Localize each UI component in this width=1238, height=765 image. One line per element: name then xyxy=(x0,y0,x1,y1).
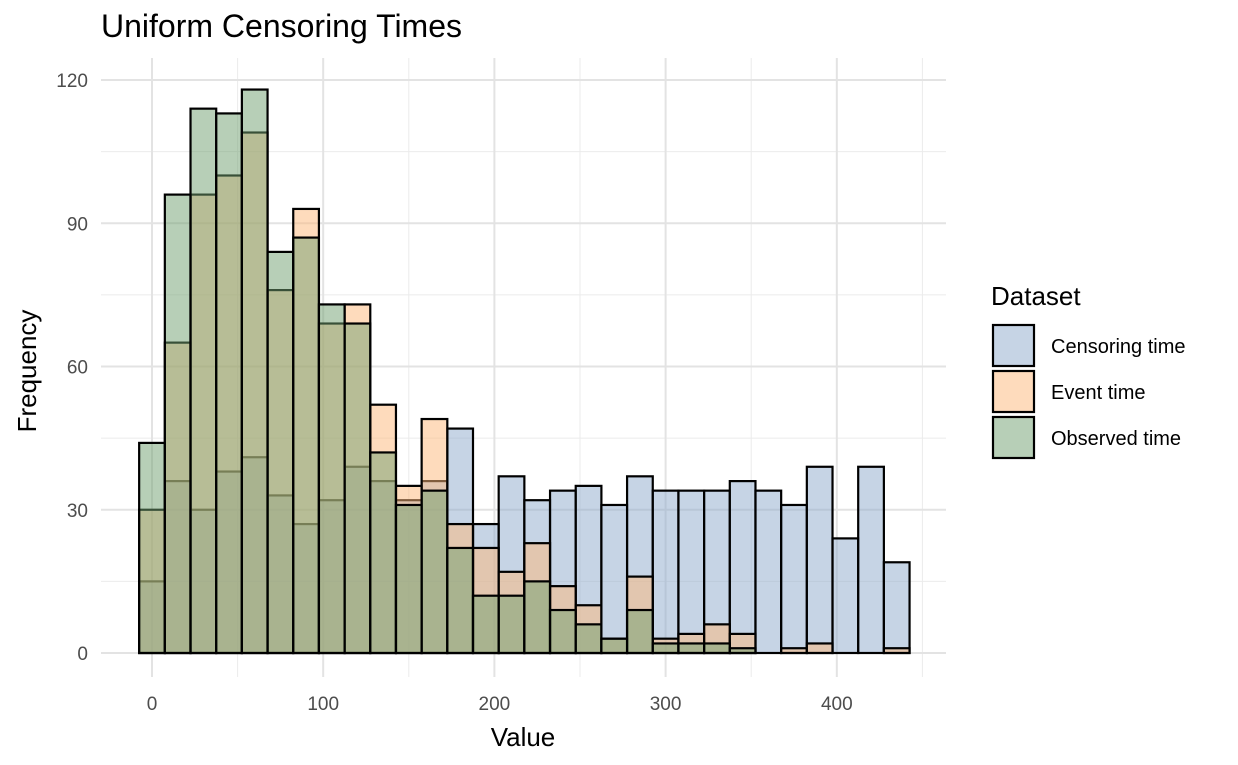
legend-swatch xyxy=(991,323,1036,368)
bar xyxy=(677,642,706,655)
bar xyxy=(523,580,552,655)
bar xyxy=(677,489,706,655)
legend-label: Observed time xyxy=(1051,428,1181,450)
bar xyxy=(420,489,449,655)
bar xyxy=(780,503,808,655)
x-tick-label: 400 xyxy=(821,694,853,715)
legend: Dataset Censoring time Event time Observed … xyxy=(991,281,1186,460)
y-tick-label: 30 xyxy=(67,501,88,522)
bar xyxy=(189,107,218,655)
bar xyxy=(831,537,860,655)
bar xyxy=(471,594,500,655)
legend-title: Dataset xyxy=(991,281,1081,311)
bar xyxy=(369,451,398,655)
y-tick-label: 90 xyxy=(67,214,88,235)
bar xyxy=(703,642,731,655)
bar xyxy=(446,546,475,655)
bar xyxy=(394,503,423,655)
y-tick-labels: 0 30 60 90 120 xyxy=(56,71,88,665)
bar xyxy=(805,465,834,655)
x-tick-label: 0 xyxy=(147,694,158,715)
bar xyxy=(651,642,680,655)
bars xyxy=(138,88,911,655)
bar xyxy=(215,112,243,655)
bar xyxy=(651,489,680,655)
bar xyxy=(266,250,295,655)
bar xyxy=(343,322,372,655)
bar xyxy=(805,642,834,655)
y-tick-label: 120 xyxy=(56,71,88,92)
legend-swatch xyxy=(991,369,1036,414)
bar xyxy=(600,503,629,655)
bar xyxy=(728,647,757,655)
bar xyxy=(728,480,757,655)
bar xyxy=(574,623,603,655)
bar xyxy=(780,647,808,655)
x-tick-label: 300 xyxy=(650,694,682,715)
legend-label: Event time xyxy=(1051,382,1145,404)
x-tick-label: 100 xyxy=(307,694,339,715)
bar xyxy=(600,637,629,655)
legend-item: Observed time xyxy=(991,415,1181,460)
legend-label: Censoring time xyxy=(1051,336,1186,358)
legend-item: Event time xyxy=(991,369,1145,414)
x-axis-title: Value xyxy=(491,722,556,752)
bar xyxy=(882,647,911,655)
series-observed-time xyxy=(138,88,757,655)
chart-title: Uniform Censoring Times xyxy=(101,8,462,44)
bar xyxy=(754,489,783,655)
x-tick-label: 200 xyxy=(479,694,511,715)
bar xyxy=(625,608,654,655)
bar xyxy=(882,561,911,655)
legend-swatch xyxy=(991,415,1036,460)
bar xyxy=(548,608,577,655)
bar xyxy=(163,193,192,655)
y-tick-label: 60 xyxy=(67,358,88,379)
bar xyxy=(857,465,885,655)
bar xyxy=(240,88,269,655)
bar xyxy=(497,594,526,655)
y-tick-label: 0 xyxy=(77,644,88,665)
legend-item: Censoring time xyxy=(991,323,1186,368)
bar xyxy=(317,303,346,655)
y-axis-title: Frequency xyxy=(12,310,42,433)
bar xyxy=(292,236,321,655)
bar xyxy=(138,441,166,655)
x-tick-labels: 0 100 200 300 400 xyxy=(147,694,853,715)
